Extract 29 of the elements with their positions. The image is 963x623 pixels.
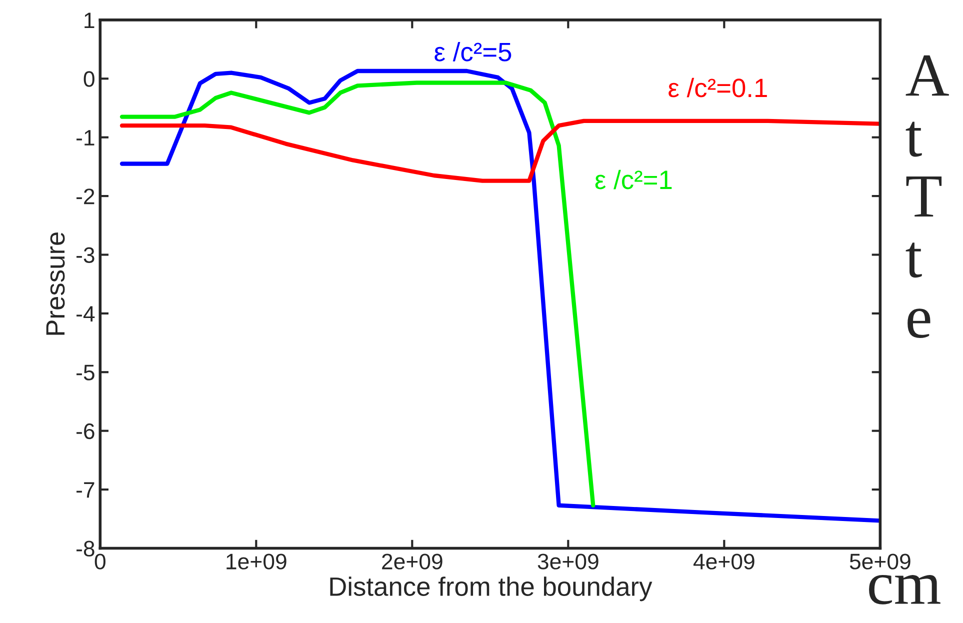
series-label: ε /c²=0.1 [668, 78, 767, 98]
text: t [906, 242, 922, 278]
x-tick-label: 0 [94, 554, 106, 570]
x-tick-label: 2e+09 [382, 554, 442, 570]
series-label: ε /c²=5 [434, 42, 512, 62]
line-series [120, 80, 596, 508]
y-tick-label: -4 [76, 306, 95, 322]
y-tick-label: -1 [76, 130, 94, 146]
y-tick-label: -3 [76, 247, 94, 264]
series-label: ε /c²=1 [595, 170, 672, 190]
x-tick-label: 1e+09 [226, 554, 286, 570]
x-tick-label: 5e+09 [850, 554, 910, 570]
x-tick-label: 3e+09 [538, 554, 598, 570]
x-axis-title: Distance from the boundary [330, 576, 652, 602]
y-axis-title: Pressure [46, 232, 65, 335]
y-tick-label: -7 [76, 482, 94, 498]
text: t [906, 122, 922, 157]
y-tick-label: -2 [76, 188, 94, 204]
y-tick-label: 1 [84, 12, 94, 28]
y-tick-label: -5 [76, 364, 94, 380]
y-tick-label: -8 [76, 540, 94, 557]
text: cm [869, 574, 940, 604]
text: T [906, 176, 942, 217]
text: A [906, 55, 949, 96]
x-tick-label: 4e+09 [693, 554, 754, 570]
y-tick-label: -6 [76, 423, 94, 440]
text: e [908, 308, 930, 338]
line-series [120, 68, 880, 523]
y-tick-label: 0 [84, 71, 94, 87]
